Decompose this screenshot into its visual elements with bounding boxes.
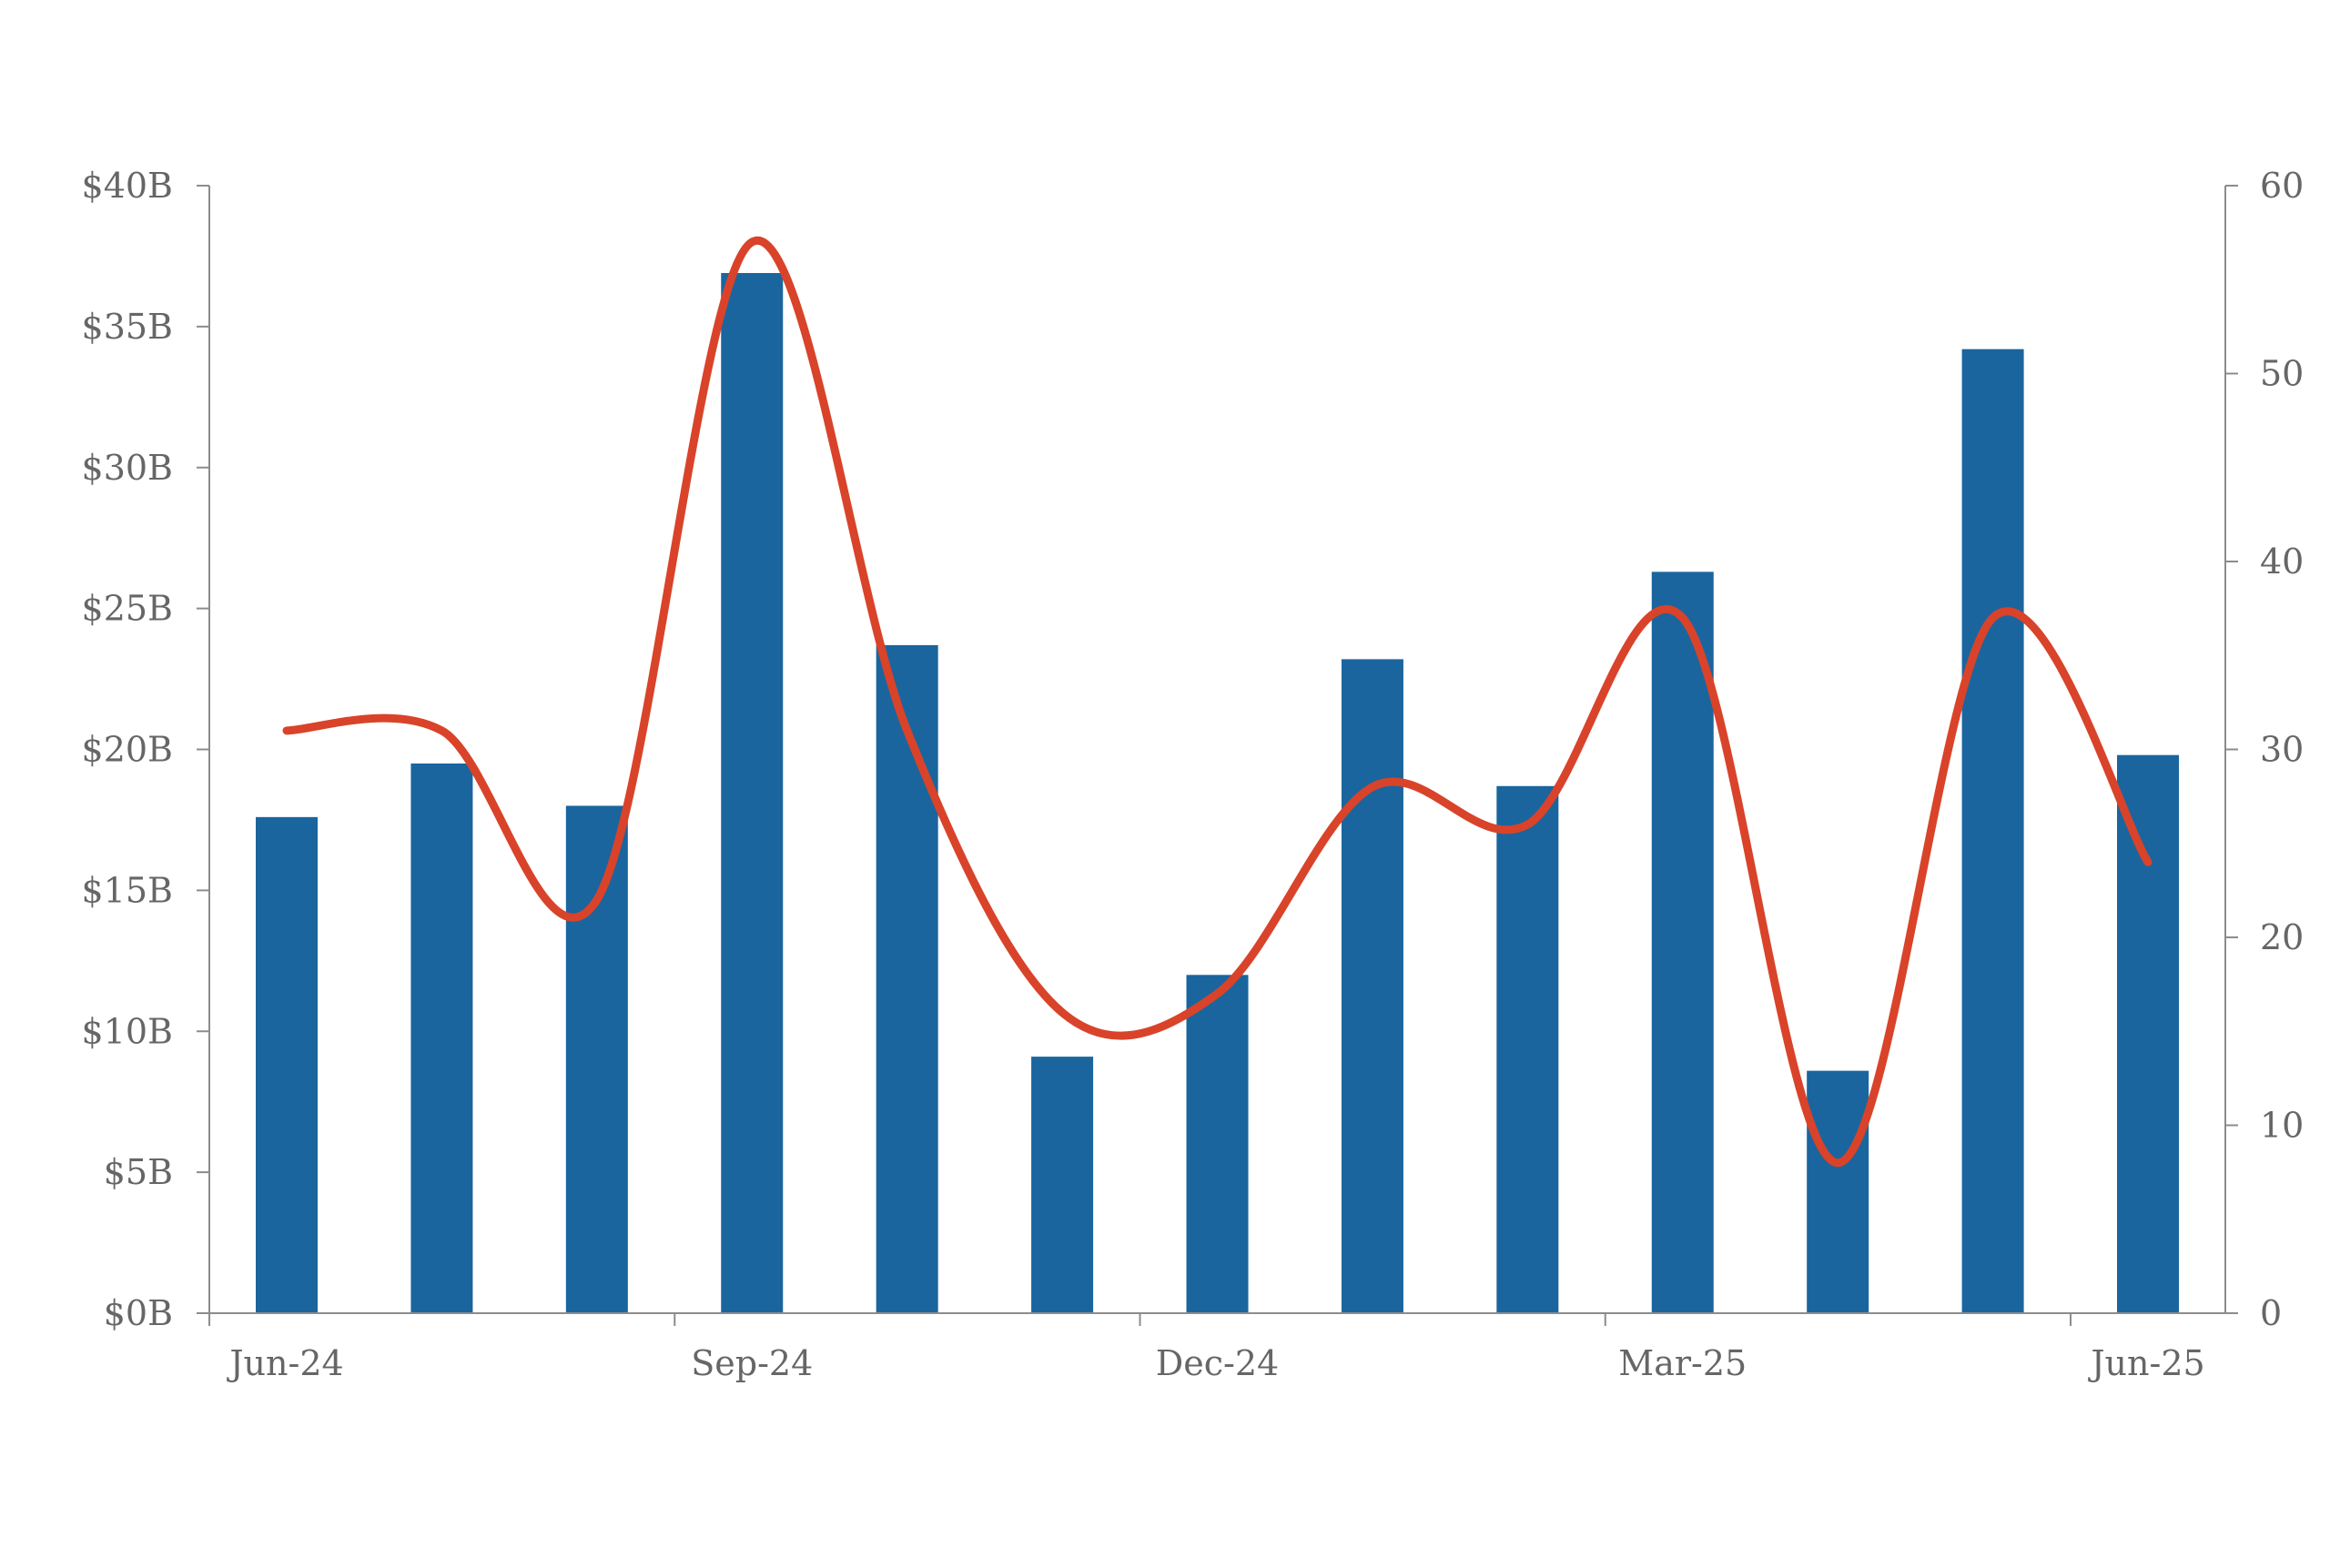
bar-Dec-24	[1186, 975, 1249, 1313]
bar-Oct-24	[876, 644, 938, 1313]
x-ticks: Jun-24 Sep-24 Dec-24 Mar-25 Jun-25	[208, 1313, 2205, 1383]
right-tick-label: 30	[2260, 730, 2304, 770]
line-point-Jun-25	[2147, 861, 2149, 863]
bar-series	[256, 273, 2179, 1314]
x-tick-label: Jun-25	[2087, 1343, 2204, 1383]
left-y-ticks: $0B $5B $10B $15B $20B $25B $30B $35B $40B	[82, 166, 209, 1333]
bar-Jun-24	[256, 816, 318, 1313]
line-point-Apr-25	[1837, 1162, 1839, 1164]
x-tick-label: Sep-24	[691, 1343, 813, 1383]
right-tick-label: 60	[2260, 166, 2304, 206]
x-tick-label: Mar-25	[1618, 1343, 1747, 1383]
line-point-Sep-24	[751, 241, 753, 243]
bar-Mar-25	[1651, 572, 1714, 1313]
right-tick-label: 50	[2260, 354, 2304, 394]
left-tick-label: $30B	[82, 448, 173, 488]
right-tick-label: 20	[2260, 917, 2304, 957]
left-tick-label: $20B	[82, 730, 173, 770]
left-tick-label: $0B	[104, 1293, 173, 1333]
line-series	[282, 236, 2153, 1168]
line-point-Aug-24	[596, 899, 598, 901]
line-point-Jul-24	[441, 730, 442, 732]
bar-May-25	[1961, 349, 2024, 1313]
line-point-Nov-24	[1061, 1012, 1063, 1014]
left-tick-label: $40B	[82, 166, 173, 206]
bar-Nov-24	[1031, 1057, 1094, 1313]
left-tick-label: $25B	[82, 589, 173, 629]
x-tick-label: Jun-24	[226, 1343, 343, 1383]
x-tick-label: Dec-24	[1156, 1343, 1279, 1383]
bar-Jul-24	[410, 763, 473, 1313]
bar-Sep-24	[721, 273, 784, 1314]
line-point-Jan-25	[1372, 786, 1373, 788]
right-y-ticks: 0 10 20 30 40 50 60	[2225, 166, 2304, 1333]
bar-Feb-25	[1496, 785, 1559, 1313]
line-point-Dec-24	[1217, 993, 1218, 995]
right-tick-label: 10	[2260, 1106, 2304, 1146]
right-tick-label: 40	[2260, 541, 2304, 582]
line-point-Mar-25	[1682, 617, 1684, 619]
line-path	[282, 236, 2153, 1168]
bar-Jan-25	[1341, 659, 1403, 1313]
left-tick-label: $35B	[82, 307, 173, 347]
left-tick-label: $15B	[82, 870, 173, 910]
bar-Jun-25	[2117, 754, 2179, 1313]
line-point-May-25	[1992, 617, 1994, 619]
left-tick-label: $5B	[104, 1152, 173, 1192]
line-point-Jun-24	[286, 730, 288, 732]
bar-Aug-24	[565, 805, 628, 1313]
right-tick-label: 0	[2260, 1293, 2282, 1333]
line-point-Feb-25	[1526, 824, 1528, 825]
bar-Apr-25	[1807, 1070, 1869, 1313]
left-tick-label: $10B	[82, 1011, 173, 1051]
